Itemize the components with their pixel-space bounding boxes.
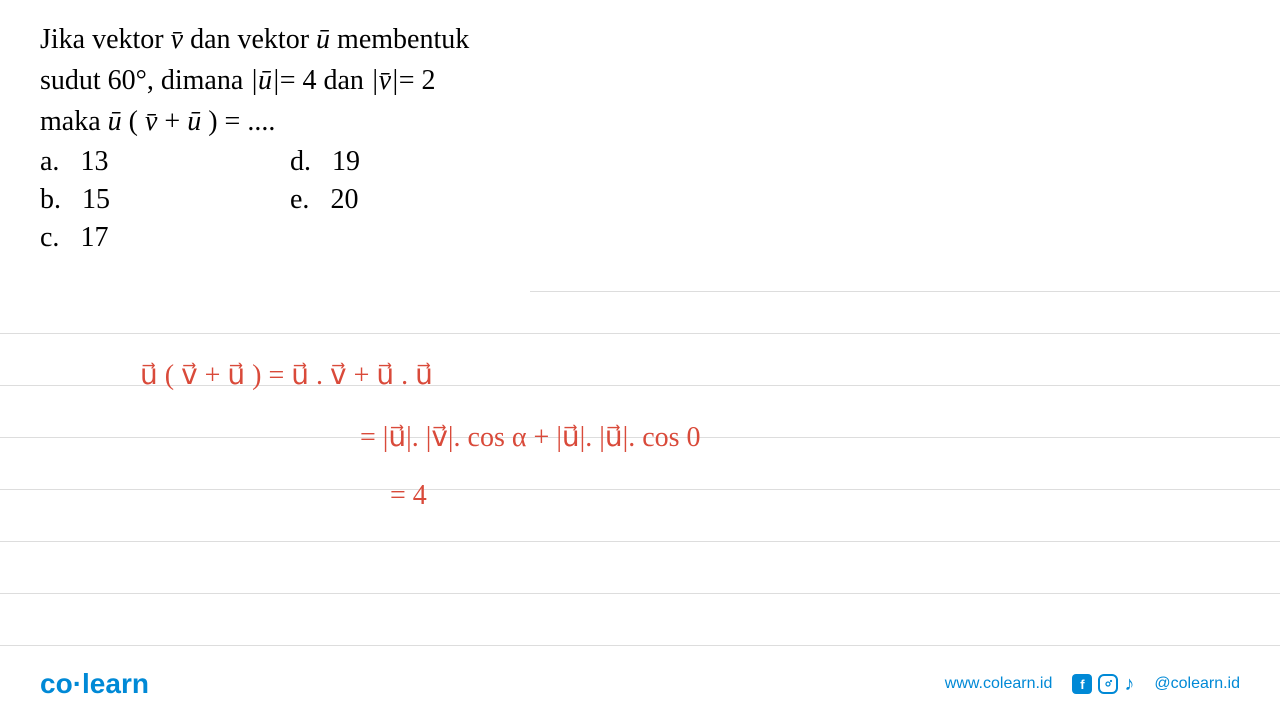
option-value: 13: [80, 146, 108, 177]
option-label: b.: [40, 184, 61, 215]
footer-right: www.colearn.id f ♪ @colearn.id: [945, 673, 1240, 696]
ruled-line: [0, 594, 1280, 646]
vector-v: v̄: [171, 24, 183, 55]
vector-u: ū: [187, 106, 201, 137]
option-e: e. 20: [290, 184, 360, 216]
option-label: d.: [290, 146, 311, 177]
option-c: c. 17: [40, 222, 110, 254]
tiktok-icon: ♪: [1124, 673, 1134, 696]
text-segment: ) = ....: [201, 106, 275, 137]
option-d: d. 19: [290, 146, 360, 178]
handwriting-line-3: = 4: [390, 480, 427, 512]
option-value: 17: [80, 222, 108, 253]
option-value: 20: [330, 184, 358, 215]
ruled-line: [0, 490, 1280, 542]
options-container: a. 13 b. 15 c. 17 d. 19 e. 20: [40, 146, 1240, 254]
question-line-2: sudut 60°, dimana |ū|= 4 dan |v̄|= 2: [40, 61, 1240, 100]
website-url: www.colearn.id: [945, 675, 1053, 693]
footer: co·learn www.colearn.id f ♪ @colearn.id: [0, 668, 1280, 700]
vector-v: v̄: [145, 106, 157, 137]
text-segment: membentuk: [330, 24, 469, 55]
option-b: b. 15: [40, 184, 110, 216]
text-segment: = 2: [399, 65, 436, 96]
social-handle: @colearn.id: [1154, 675, 1240, 693]
question-line-1: Jika vektor v̄ dan vektor ū membentuk: [40, 20, 1240, 59]
text-segment: maka: [40, 106, 108, 137]
ruled-line: [0, 292, 1280, 334]
question-block: Jika vektor v̄ dan vektor ū membentuk su…: [0, 0, 1280, 274]
facebook-icon: f: [1072, 674, 1092, 694]
vector-u: ū: [316, 24, 330, 55]
text-segment: sudut 60°, dimana: [40, 65, 250, 96]
handwriting-line-1: u⃗ ( v⃗ + u⃗ ) = u⃗ . v⃗ + u⃗ . u⃗: [140, 358, 433, 392]
option-label: c.: [40, 222, 59, 253]
option-a: a. 13: [40, 146, 110, 178]
text-segment: = 4 dan: [280, 65, 371, 96]
abs-v: |v̄|: [371, 65, 399, 96]
option-value: 19: [332, 146, 360, 177]
handwriting-line-2: = |u⃗|. |v⃗|. cos α + |u⃗|. |u⃗|. cos 0: [360, 420, 701, 454]
option-value: 15: [82, 184, 110, 215]
instagram-icon: [1098, 674, 1118, 694]
option-label: e.: [290, 184, 309, 215]
question-line-3: maka ū ( v̄ + ū ) = ....: [40, 102, 1240, 141]
ruled-line: [0, 542, 1280, 594]
logo-learn: learn: [82, 668, 149, 699]
vector-u: ū: [108, 106, 122, 137]
logo-co: co: [40, 668, 73, 699]
text-segment: dan vektor: [183, 24, 316, 55]
text-segment: Jika vektor: [40, 24, 171, 55]
social-icons: f ♪: [1072, 673, 1134, 696]
option-label: a.: [40, 146, 59, 177]
abs-u: |ū|: [250, 65, 279, 96]
brand-logo: co·learn: [40, 668, 149, 700]
